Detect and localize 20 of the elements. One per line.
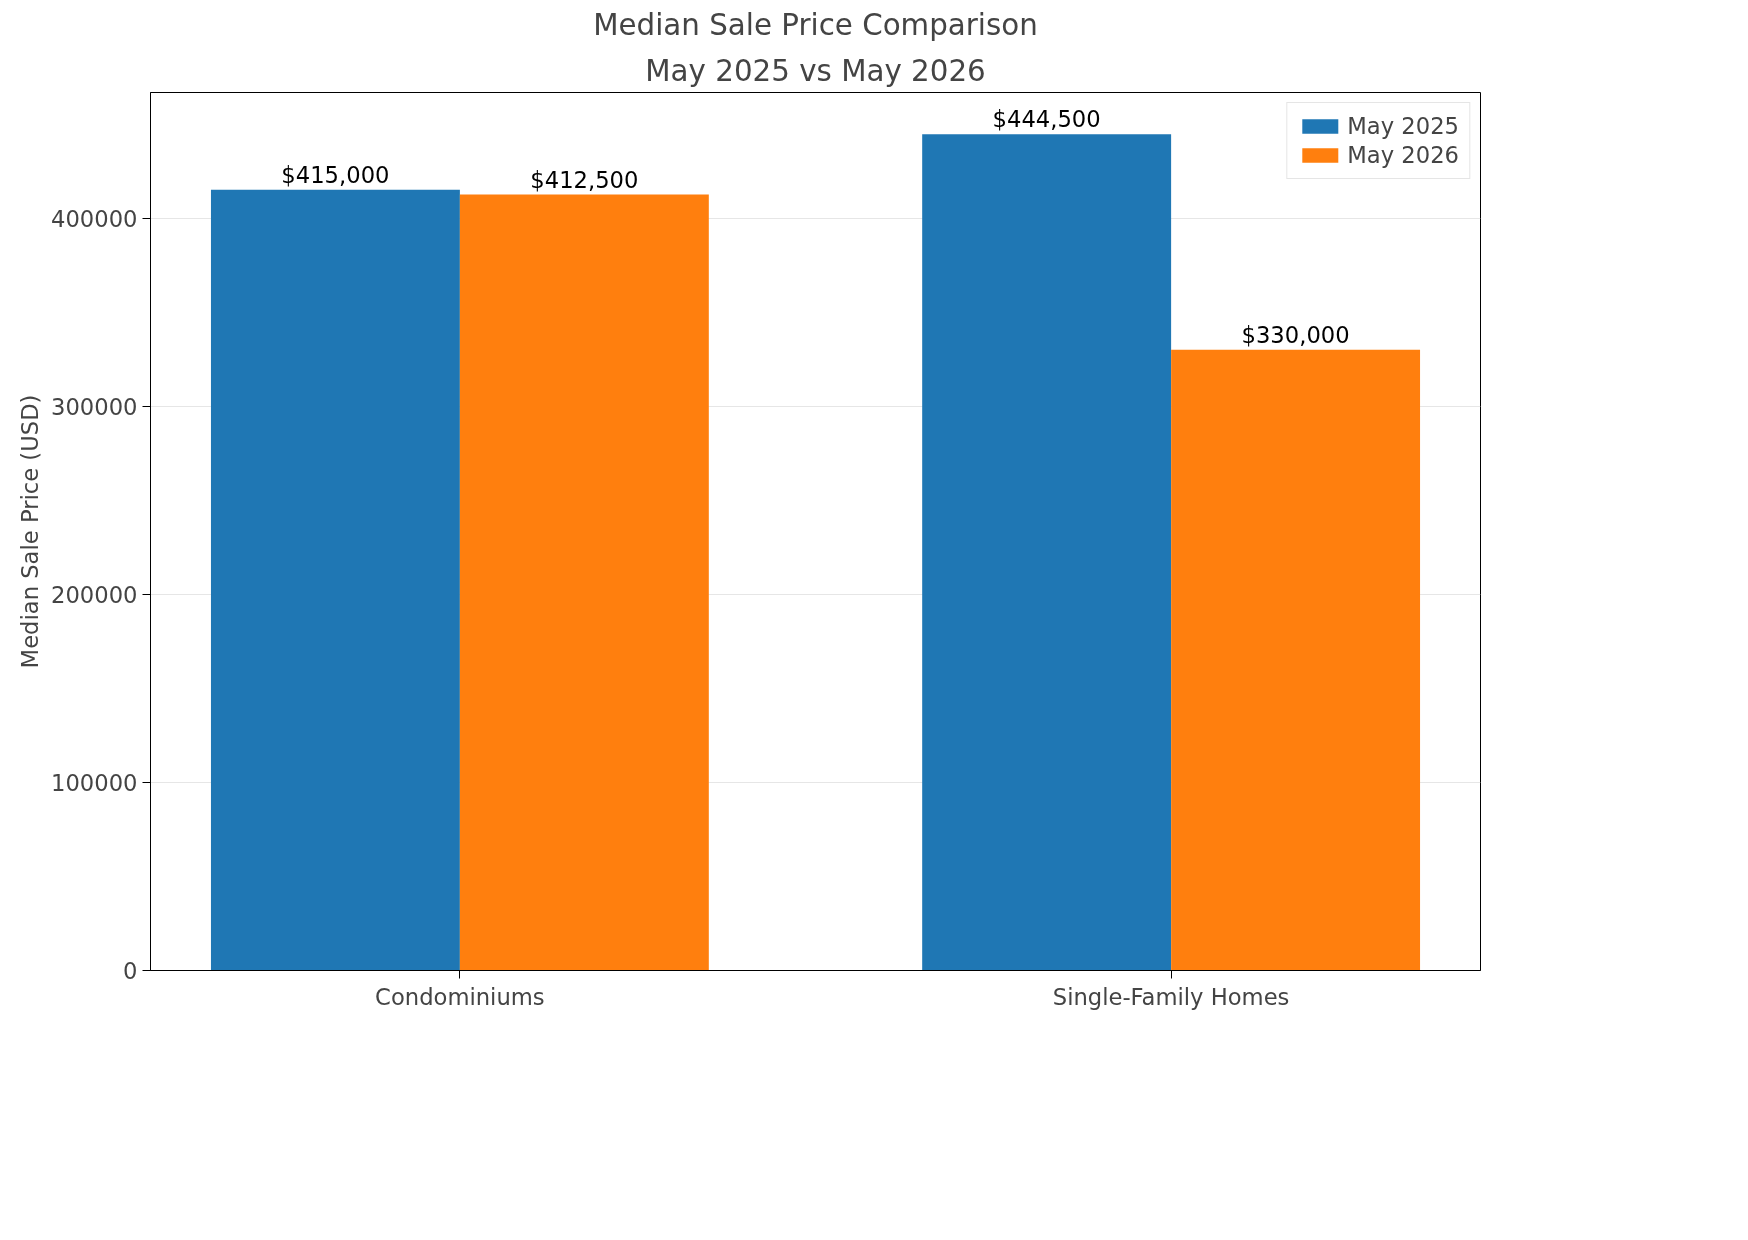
y-axis-title: Median Sale Price (USD) bbox=[17, 394, 44, 669]
legend-label: May 2025 bbox=[1347, 113, 1459, 139]
bar bbox=[459, 194, 709, 971]
y-tick-label: 100000 bbox=[51, 769, 138, 796]
data-label: $412,500 bbox=[530, 166, 639, 193]
chart-title: Median Sale Price Comparison bbox=[593, 7, 1038, 42]
y-tick-label: 0 bbox=[123, 958, 138, 984]
y-tick-label: 400000 bbox=[51, 205, 138, 232]
data-label: $444,500 bbox=[992, 106, 1101, 133]
bar bbox=[1171, 349, 1421, 971]
y-tick-label: 200000 bbox=[51, 581, 138, 608]
y-tick-label: 300000 bbox=[51, 393, 138, 420]
bar bbox=[210, 189, 460, 971]
x-tick-label: Condominiums bbox=[375, 983, 545, 1010]
data-label: $330,000 bbox=[1241, 321, 1350, 348]
data-label: $415,000 bbox=[281, 161, 390, 188]
bar bbox=[922, 134, 1172, 971]
legend-label: May 2026 bbox=[1347, 142, 1459, 168]
x-tick-label: Single-Family Homes bbox=[1052, 983, 1290, 1010]
chart-subtitle: May 2025 vs May 2026 bbox=[645, 53, 986, 88]
